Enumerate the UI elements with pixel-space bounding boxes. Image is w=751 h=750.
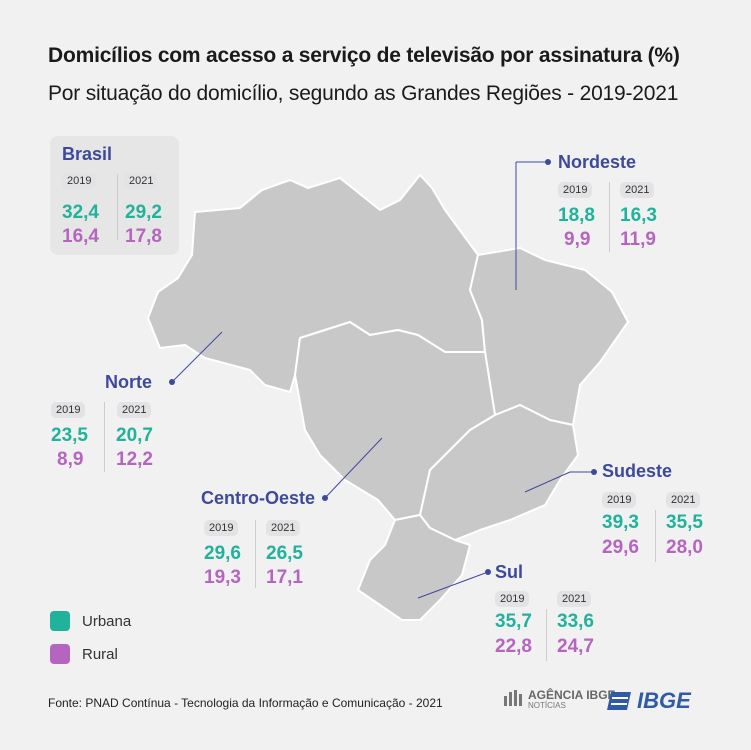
year-label-2019: 2019 bbox=[51, 402, 86, 418]
year-label-2019: 2019 bbox=[602, 492, 637, 508]
map-subtitle: Por situação do domicílio, segundo as Gr… bbox=[48, 82, 679, 105]
agencia-logo-subtext: NOTÍCIAS bbox=[528, 700, 566, 710]
value-urbana-2021: 33,6 bbox=[557, 611, 594, 632]
legend-item-urbana: Urbana bbox=[50, 611, 131, 631]
legend-item-rural: Rural bbox=[50, 644, 118, 664]
map-title: Domicílios com acesso a serviço de telev… bbox=[48, 44, 680, 67]
year-label-2019: 2019 bbox=[558, 182, 593, 198]
region-centro-oeste: Centro-Oeste bbox=[201, 488, 315, 509]
leader-dot-centro-oeste bbox=[322, 495, 328, 501]
value-rural-2021: 28,0 bbox=[666, 537, 703, 558]
value-rural-2019: 19,3 bbox=[204, 567, 241, 588]
value-urbana-2019: 18,8 bbox=[558, 205, 595, 226]
region-name: Sudeste bbox=[602, 461, 673, 481]
legend-swatch-urbana bbox=[50, 611, 70, 631]
region-name: Sul bbox=[495, 562, 524, 582]
agencia-logo-icon bbox=[504, 690, 522, 706]
region-nordeste-shape bbox=[469, 247, 629, 426]
divider bbox=[609, 182, 610, 252]
leader-sudeste-2 bbox=[524, 471, 571, 493]
year-label-2021: 2021 bbox=[666, 492, 701, 508]
brasil-box bbox=[50, 136, 179, 255]
value-urbana-2019: 39,3 bbox=[602, 512, 639, 533]
value-rural-2021: 12,2 bbox=[116, 449, 153, 470]
ibge-logo-text: IBGE bbox=[637, 688, 691, 713]
legend-label-rural: Rural bbox=[82, 645, 118, 663]
value-rural-2019: 22,8 bbox=[495, 636, 532, 657]
region-name: Brasil bbox=[62, 144, 113, 164]
value-rural-2019: 9,9 bbox=[564, 229, 591, 250]
year-label-2021: 2021 bbox=[557, 591, 592, 607]
year-label-2021: 2021 bbox=[620, 182, 655, 198]
value-urbana-2021: 29,2 bbox=[125, 202, 162, 223]
leader-norte bbox=[171, 331, 223, 383]
agencia-logo-text: AGÊNCIA IBGE bbox=[528, 687, 616, 702]
year-label-2021: 2021 bbox=[266, 520, 301, 536]
value-urbana-2021: 35,5 bbox=[666, 512, 703, 533]
region-sudeste-shape bbox=[419, 404, 579, 541]
region-brasil: Brasil 2019 2021 32,4 29,2 16,4 17,8 bbox=[62, 144, 162, 247]
value-rural-2021: 17,1 bbox=[266, 567, 303, 588]
region-sudeste: Sudeste bbox=[602, 461, 672, 482]
value-urbana-2019: 29,6 bbox=[204, 543, 241, 564]
region-name: Norte bbox=[105, 372, 153, 392]
divider bbox=[104, 402, 105, 472]
year-label-2019: 2019 bbox=[204, 520, 239, 536]
leader-dot-sul bbox=[485, 569, 491, 575]
region-name: Nordeste bbox=[558, 152, 637, 172]
value-urbana-2019: 32,4 bbox=[62, 202, 99, 223]
legend-swatch-rural bbox=[50, 644, 70, 664]
ibge-logo: IBGE bbox=[607, 688, 691, 714]
divider bbox=[655, 510, 656, 562]
divider bbox=[255, 520, 256, 588]
value-urbana-2021: 26,5 bbox=[266, 543, 303, 564]
value-rural-2021: 17,8 bbox=[125, 226, 162, 247]
value-rural-2021: 11,9 bbox=[620, 229, 656, 250]
value-urbana-2021: 20,7 bbox=[116, 425, 153, 446]
value-urbana-2019: 23,5 bbox=[51, 425, 88, 446]
value-urbana-2019: 35,7 bbox=[495, 611, 532, 632]
ibge-logo-icon bbox=[607, 692, 631, 710]
value-urbana-2021: 16,3 bbox=[620, 205, 657, 226]
region-sul-shape bbox=[357, 514, 471, 621]
leader-dot-nordeste bbox=[545, 159, 551, 165]
leader-dot-norte bbox=[169, 379, 175, 385]
legend-label-urbana: Urbana bbox=[82, 612, 132, 630]
leader-dot-sudeste bbox=[591, 469, 597, 475]
value-rural-2019: 8,9 bbox=[57, 449, 84, 470]
region-norte: Norte bbox=[105, 372, 152, 393]
source-note: Fonte: PNAD Contínua - Tecnologia da Inf… bbox=[48, 696, 443, 710]
leader-sul bbox=[417, 571, 489, 599]
region-name: Centro-Oeste bbox=[201, 488, 316, 508]
divider bbox=[117, 174, 118, 240]
year-label-2019: 2019 bbox=[62, 173, 97, 189]
value-rural-2019: 29,6 bbox=[602, 537, 639, 558]
agencia-ibge-logo: AGÊNCIA IBGE NOTÍCIAS bbox=[502, 688, 616, 710]
year-label-2021: 2021 bbox=[117, 402, 152, 418]
region-sul: Sul bbox=[495, 562, 523, 583]
value-rural-2021: 24,7 bbox=[557, 636, 594, 657]
region-nordeste: Nordeste bbox=[558, 152, 636, 173]
divider bbox=[546, 609, 547, 661]
year-label-2019: 2019 bbox=[495, 591, 530, 607]
leader-centro-oeste bbox=[324, 437, 383, 499]
year-label-2021: 2021 bbox=[124, 173, 159, 189]
value-rural-2019: 16,4 bbox=[62, 226, 99, 247]
